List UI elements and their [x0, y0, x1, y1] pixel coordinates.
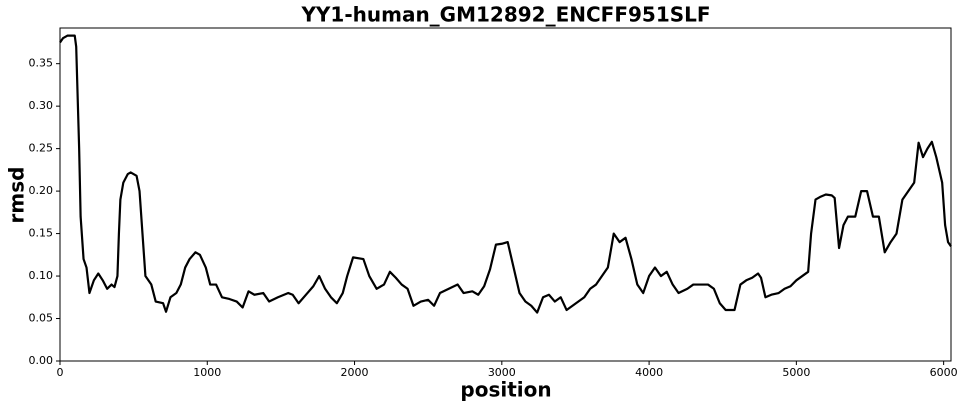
x-tick-label: 1000: [193, 366, 221, 379]
y-tick-label: 0.20: [29, 184, 54, 197]
x-tick-label: 2000: [341, 366, 369, 379]
x-tick-label: 3000: [488, 366, 516, 379]
x-axis-label: position: [460, 378, 551, 402]
y-tick-label: 0.10: [29, 269, 54, 282]
y-tick-label: 0.15: [29, 227, 54, 240]
x-tick-label: 6000: [930, 366, 958, 379]
x-tick-label: 5000: [782, 366, 810, 379]
y-tick-label: 0.00: [29, 354, 54, 367]
y-axis-label: rmsd: [5, 167, 29, 224]
x-tick-label: 4000: [635, 366, 663, 379]
y-tick-label: 0.05: [29, 312, 54, 325]
y-tick-label: 0.25: [29, 142, 54, 155]
chart-title: YY1-human_GM12892_ENCFF951SLF: [300, 3, 710, 27]
data-line: [59, 34, 952, 314]
y-tick-label: 0.35: [29, 57, 54, 70]
y-tick-label: 0.30: [29, 99, 54, 112]
x-tick-label: 0: [57, 366, 64, 379]
plot-frame: [59, 27, 952, 362]
